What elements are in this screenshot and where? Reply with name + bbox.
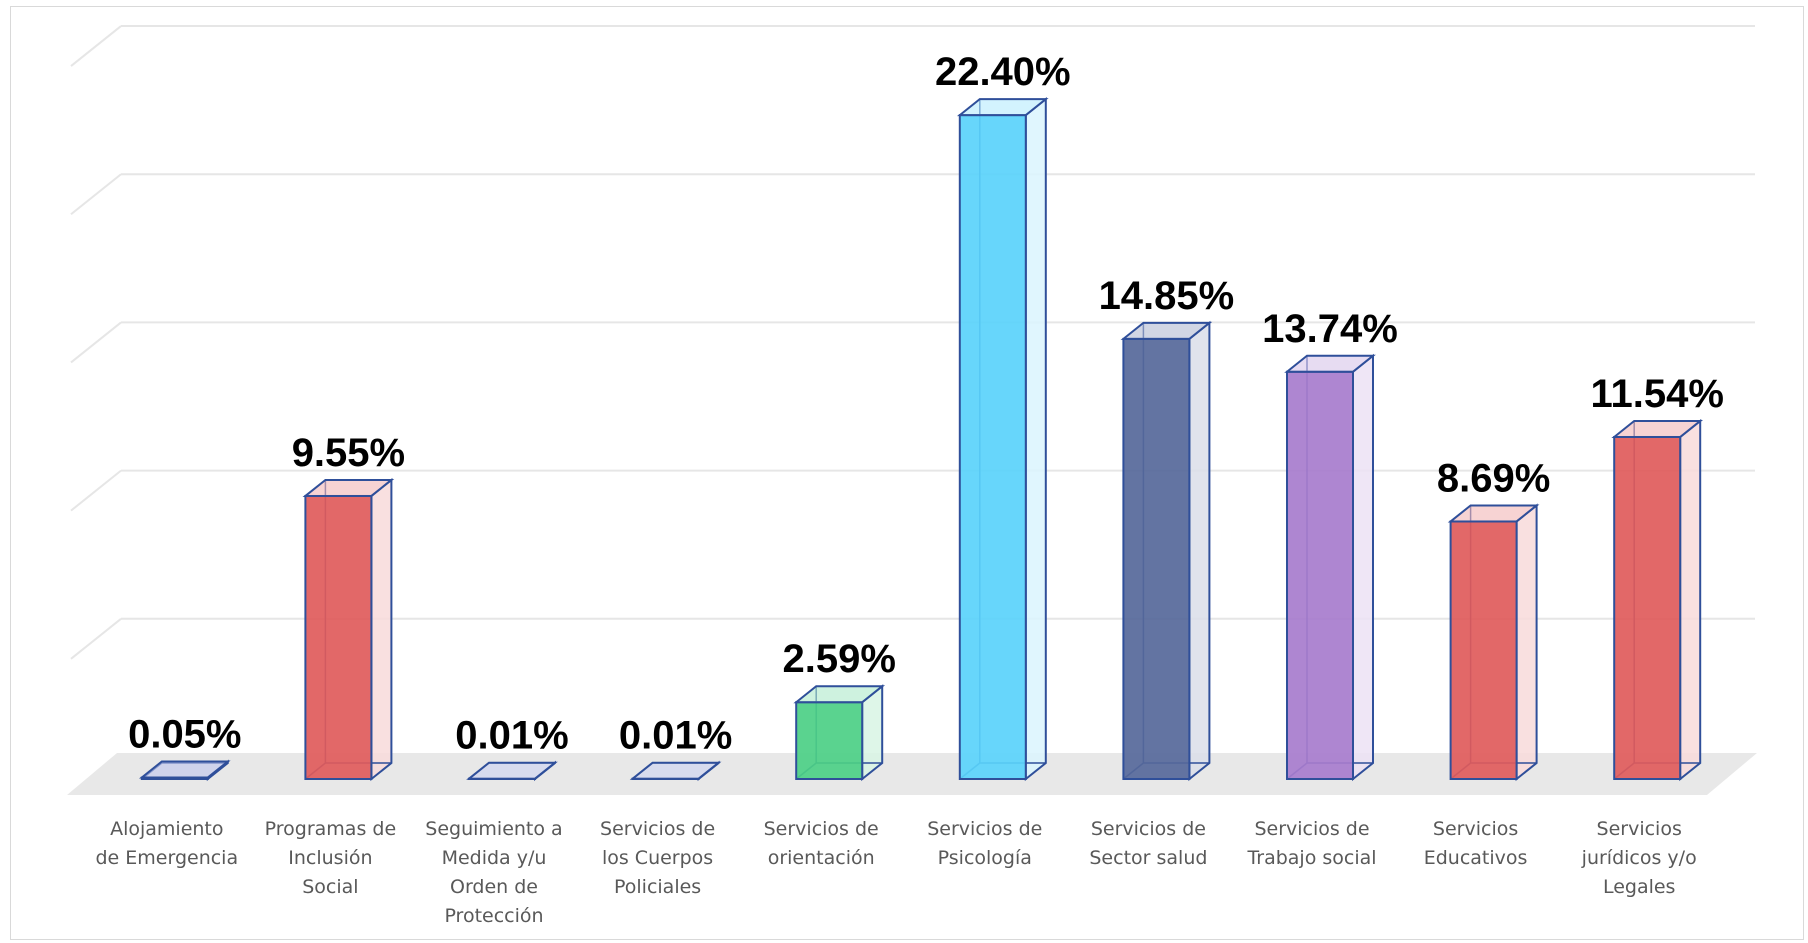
bar-top [1120,321,1213,340]
value-label: 13.74% [1262,307,1398,351]
category-label-line: Protección [444,905,543,927]
category-label-line: de Emergencia [95,847,238,869]
bar [793,684,886,782]
bar [956,97,1049,782]
bar-side [1024,97,1047,782]
category-labels: Alojamiento de Emergencia Programas de Incl… [95,818,1696,927]
gridline-side [70,25,122,67]
value-label: 22.40% [935,50,1071,94]
category-label-line: Servicios de [600,818,715,840]
gridlines [70,25,1755,660]
bar [1284,353,1376,782]
category-label: Servicios de orientación [764,818,879,869]
bar [138,759,231,782]
gridline-side [70,173,122,216]
bar [629,760,722,782]
bar [1447,503,1540,782]
category-label-line: Alojamiento [110,818,223,840]
category-label-line: Trabajo social [1246,847,1376,869]
bar-side [1515,503,1538,782]
bar-top [302,478,395,497]
bar-top [629,761,722,780]
category-label-line: Servicios de [927,818,1042,840]
value-label: 8.69% [1437,456,1550,500]
gridline-side [70,469,122,512]
bar-front [1122,337,1191,780]
value-labels: 0.05% 9.55% 0.01% 0.01% 2.59% 22.40% 14.85% 13.… [128,50,1724,758]
category-label-line: Policiales [614,876,701,898]
bar-top [466,761,558,780]
bar-front [1286,370,1354,780]
bar [466,760,558,782]
bars [138,97,1704,782]
category-label: Alojamiento de Emergencia [95,818,238,869]
bar-top [1447,504,1540,523]
category-label-line: Seguimiento a [425,818,562,840]
category-label-line: Programas de [265,818,397,840]
bar-top [138,760,231,779]
bar [1120,320,1213,782]
gridline-side [70,618,122,660]
value-label: 0.05% [128,713,241,757]
bar-front [304,494,373,780]
category-label-line: Social [302,876,358,898]
bar-side [370,477,393,782]
bar-top [1611,419,1704,438]
category-label-line: Legales [1603,876,1676,898]
category-label: Programas de Inclusión Social [265,818,397,898]
category-label-line: Orden de [450,876,538,898]
category-label-line: jurídicos y/o [1581,847,1697,869]
category-label-line: Servicios de [1091,818,1206,840]
bar-front [958,114,1027,780]
value-label: 2.59% [782,637,895,681]
bar [1611,418,1704,782]
bar-front [795,701,864,781]
category-label: Servicios de Psicología [927,818,1042,869]
category-label-line: orientación [768,847,875,869]
category-label-line: los Cuerpos [602,847,713,869]
bar-top [1284,354,1376,373]
category-label-line: Servicios de [1254,818,1369,840]
bar-side [1679,418,1702,782]
value-label: 9.55% [292,431,405,475]
value-label: 14.85% [1099,274,1235,318]
bar-front [1449,520,1518,781]
bar [302,477,395,782]
value-label: 0.01% [619,714,732,758]
category-label: Servicios de Trabajo social [1246,818,1376,869]
category-label: Servicios de los Cuerpos Policiales [600,818,715,898]
value-label: 11.54% [1590,372,1723,416]
category-label-line: Servicios de [764,818,879,840]
category-label: Servicios de Sector salud [1089,818,1207,869]
category-label-line: Sector salud [1089,847,1207,869]
chart-frame: 0.05% 9.55% 0.01% 0.01% 2.59% 22.40% 14.85% 13.… [10,6,1804,940]
category-label: Servicios jurídicos y/o Legales [1581,818,1697,898]
bar-side [1188,320,1211,782]
category-label: Servicios Educativos [1424,818,1528,869]
bar-chart: 0.05% 9.55% 0.01% 0.01% 2.59% 22.40% 14.85% 13.… [67,25,1757,927]
category-label-line: Inclusión [288,847,372,869]
category-label-line: Psicología [938,847,1032,869]
bar-top [793,685,886,704]
category-label: Seguimiento a Medida y/u Orden de Protecció… [425,818,562,927]
category-label-line: Medida y/u [442,847,547,869]
category-label-line: Educativos [1424,847,1528,869]
category-label-line: Servicios [1433,818,1518,840]
bar-side [1352,353,1374,782]
category-label-line: Servicios [1597,818,1682,840]
value-label: 0.01% [455,714,568,758]
bar-top [956,98,1049,117]
bar-front [1613,435,1682,780]
gridline-side [70,321,122,364]
